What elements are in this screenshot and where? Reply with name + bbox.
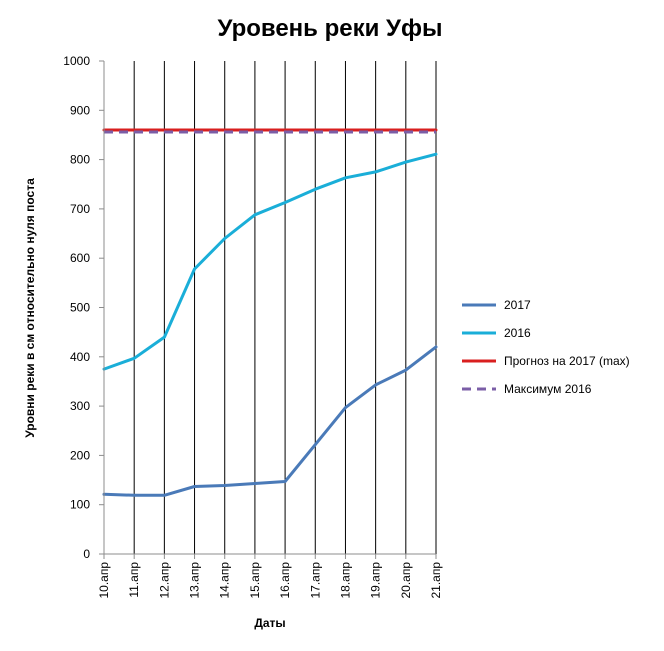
y-axis-label: Уровни реки в см относительно нуля поста <box>23 178 37 438</box>
legend-label: Прогноз на 2017 (max) <box>504 354 630 368</box>
x-tick-label: 11.апр <box>127 562 141 598</box>
y-tick-label: 1000 <box>63 54 90 68</box>
y-tick-label: 800 <box>70 153 90 167</box>
series-line-2 <box>102 152 438 371</box>
y-tick-label: 100 <box>70 498 90 512</box>
y-tick-label: 700 <box>70 202 90 216</box>
x-tick-label: 15.апр <box>248 562 262 599</box>
y-tick-label: 200 <box>70 448 90 462</box>
x-tick-label: 16.апр <box>278 562 292 599</box>
chart-title: Уровень реки Уфы <box>218 15 443 42</box>
y-tick-label: 500 <box>70 301 90 315</box>
legend: 2017 2016 Прогноз на 2017 (max) Максимум 20… <box>462 298 630 396</box>
series-line-1 <box>102 345 438 497</box>
x-tick-label: 12.апр <box>157 562 171 599</box>
legend-label: Максимум 2016 <box>504 382 592 396</box>
x-tick-label: 20.апр <box>399 562 413 599</box>
x-axis-label: Даты <box>254 616 285 630</box>
x-tick-label: 18.апр <box>338 562 352 599</box>
x-tick-label: 19.апр <box>369 562 383 599</box>
legend-label: 2017 <box>504 298 531 312</box>
x-tick-label: 17.апр <box>308 562 322 599</box>
x-tick-label: 10.апр <box>97 562 111 599</box>
x-tick-label: 14.апр <box>218 562 232 599</box>
y-tick-label: 0 <box>83 547 90 561</box>
x-tick-label: 13.апр <box>188 562 202 599</box>
legend-label: 2016 <box>504 326 531 340</box>
x-tick-label: 21.апр <box>429 562 443 599</box>
y-tick-label: 900 <box>70 103 90 117</box>
y-tick-label: 400 <box>70 350 90 364</box>
y-tick-label: 600 <box>70 251 90 265</box>
y-tick-label: 300 <box>70 399 90 413</box>
